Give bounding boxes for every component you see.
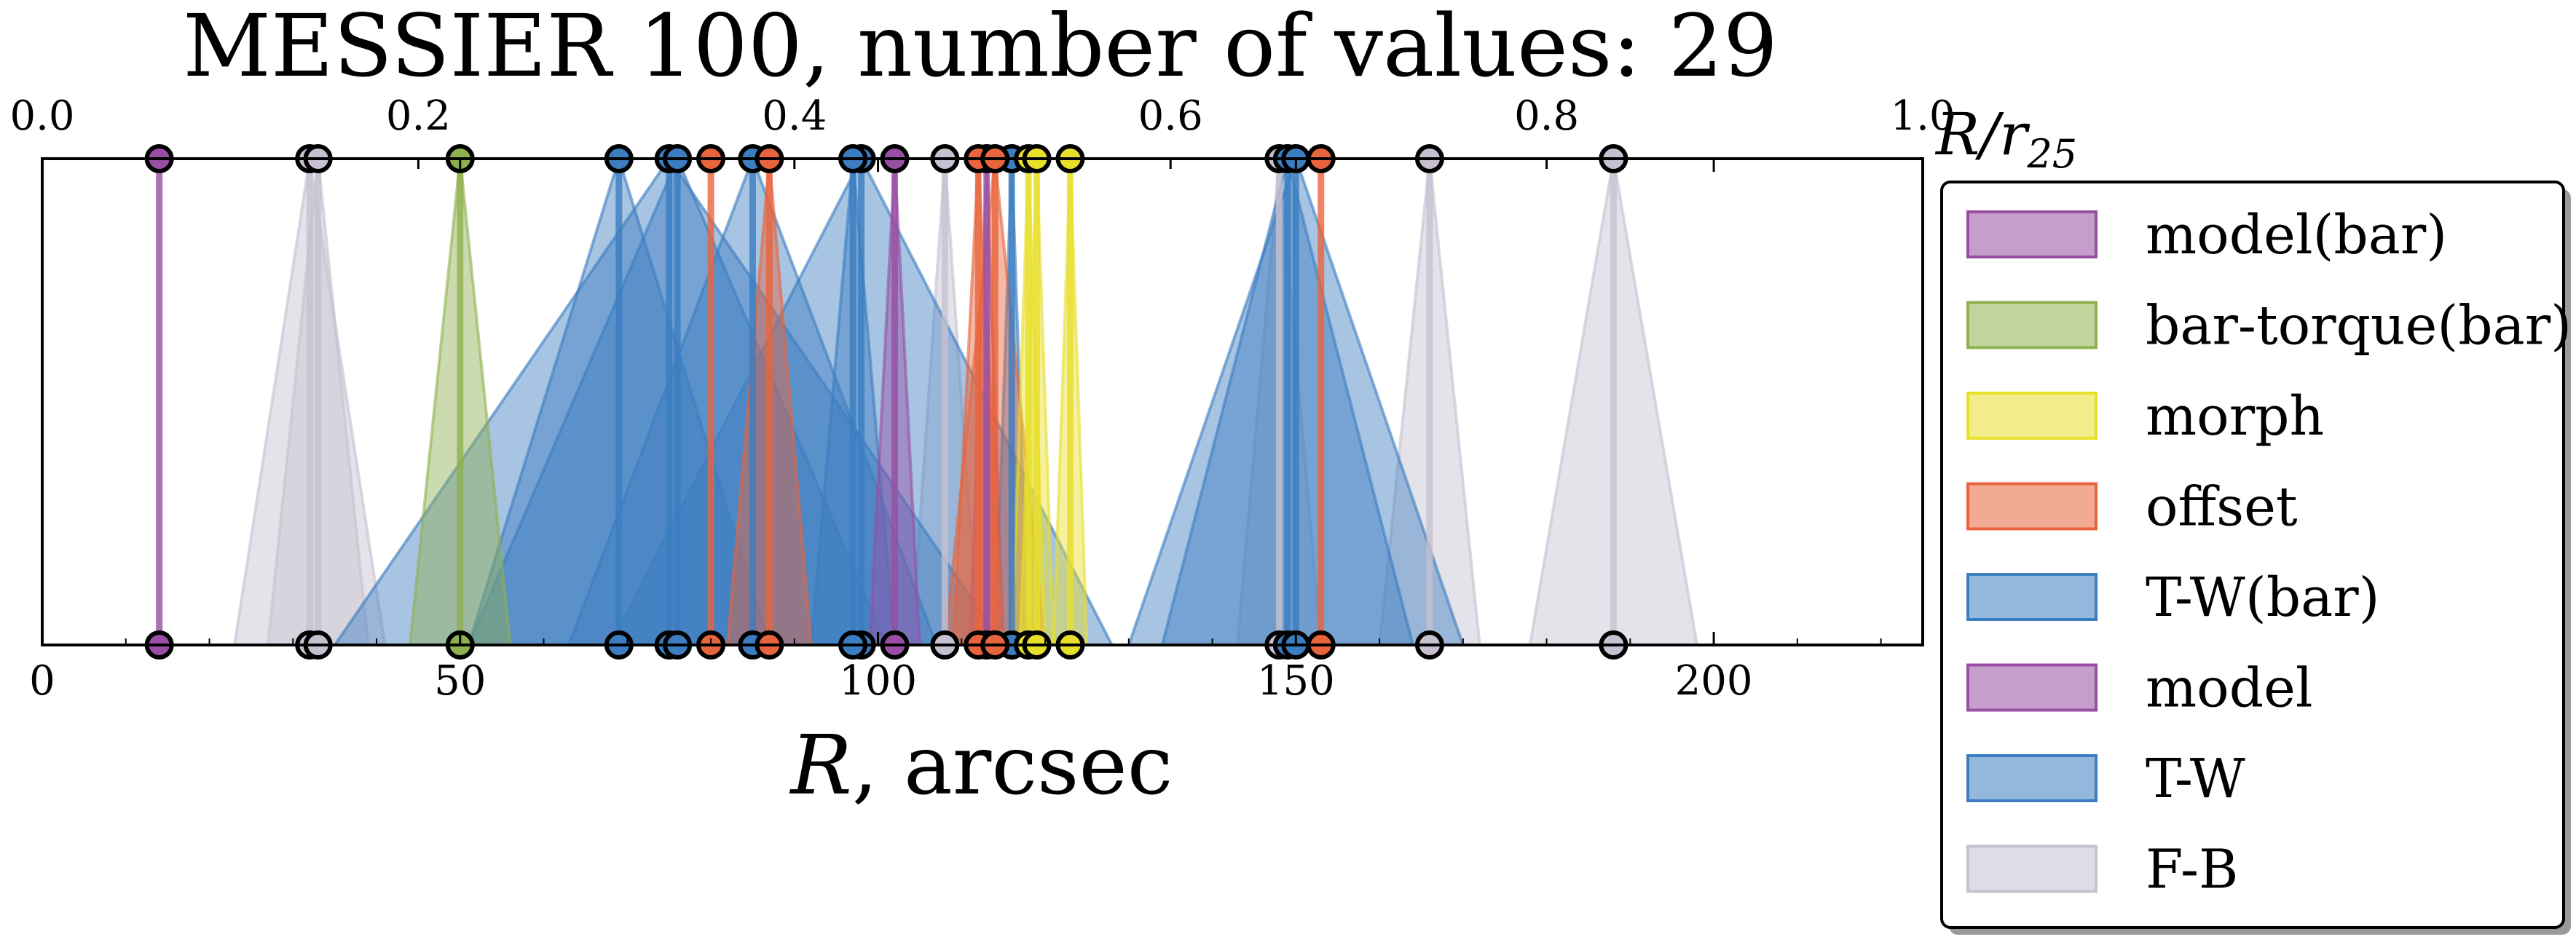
legend-label: morph — [2146, 385, 2324, 448]
x2-tick-label: 0.0 — [9, 92, 74, 140]
error-triangles — [232, 154, 1699, 646]
x2-axis: 0.0 0.2 0.4 0.6 0.8 1.0 — [9, 92, 1955, 169]
legend-swatch — [1966, 663, 2098, 712]
x2-axis-label-main: R/r — [1934, 100, 2031, 168]
legend-swatch — [1966, 210, 2098, 258]
value-lines — [156, 159, 1617, 645]
x-axis-label-symbol: R — [789, 719, 851, 813]
x-axis-label-rest: , arcsec — [852, 719, 1173, 813]
x2-tick-label: 0.6 — [1138, 92, 1203, 140]
x2-tick-label: 0.4 — [762, 92, 827, 140]
x-tick-label: 150 — [1257, 657, 1335, 705]
legend-label: model — [2146, 657, 2313, 720]
x-tick-label: 0 — [29, 657, 55, 705]
legend-swatch — [1966, 754, 2098, 802]
x-tick-label: 100 — [839, 657, 917, 705]
legend-label: offset — [2146, 476, 2298, 539]
x-axis-label: R, arcsec — [789, 719, 1173, 813]
legend-swatch — [1966, 301, 2098, 349]
x2-tick-label: 1.0 — [1890, 92, 1955, 140]
legend-label: bar-torque(bar) — [2146, 295, 2572, 357]
legend-swatch — [1966, 844, 2098, 893]
legend-swatch — [1966, 482, 2098, 531]
x2-axis-label: R/r25 — [1934, 100, 2077, 177]
legend-swatch — [1966, 392, 2098, 440]
x-tick-label: 200 — [1675, 657, 1753, 705]
legend-frame — [1940, 181, 2565, 929]
legend-label: F-B — [2146, 839, 2238, 901]
x-tick-label: 50 — [434, 657, 486, 705]
legend-label: model(bar) — [2146, 204, 2447, 266]
legend-swatch — [1966, 573, 2098, 621]
plot-area — [144, 144, 1699, 660]
x2-tick-label: 0.2 — [386, 92, 451, 140]
chart-title: MESSIER 100, number of values: 29 — [183, 0, 1778, 96]
x-axis: 0 50 100 150 200 — [29, 159, 1882, 705]
plot-frame — [41, 157, 1924, 646]
legend-label: T-W(bar) — [2146, 566, 2379, 629]
legend-label: T-W — [2146, 748, 2245, 810]
x2-tick-label: 0.8 — [1514, 92, 1579, 140]
legend: model(bar) bar-torque(bar) morph offset T-W(… — [1940, 181, 2572, 935]
x2-axis-label-sub: 25 — [2026, 131, 2077, 177]
